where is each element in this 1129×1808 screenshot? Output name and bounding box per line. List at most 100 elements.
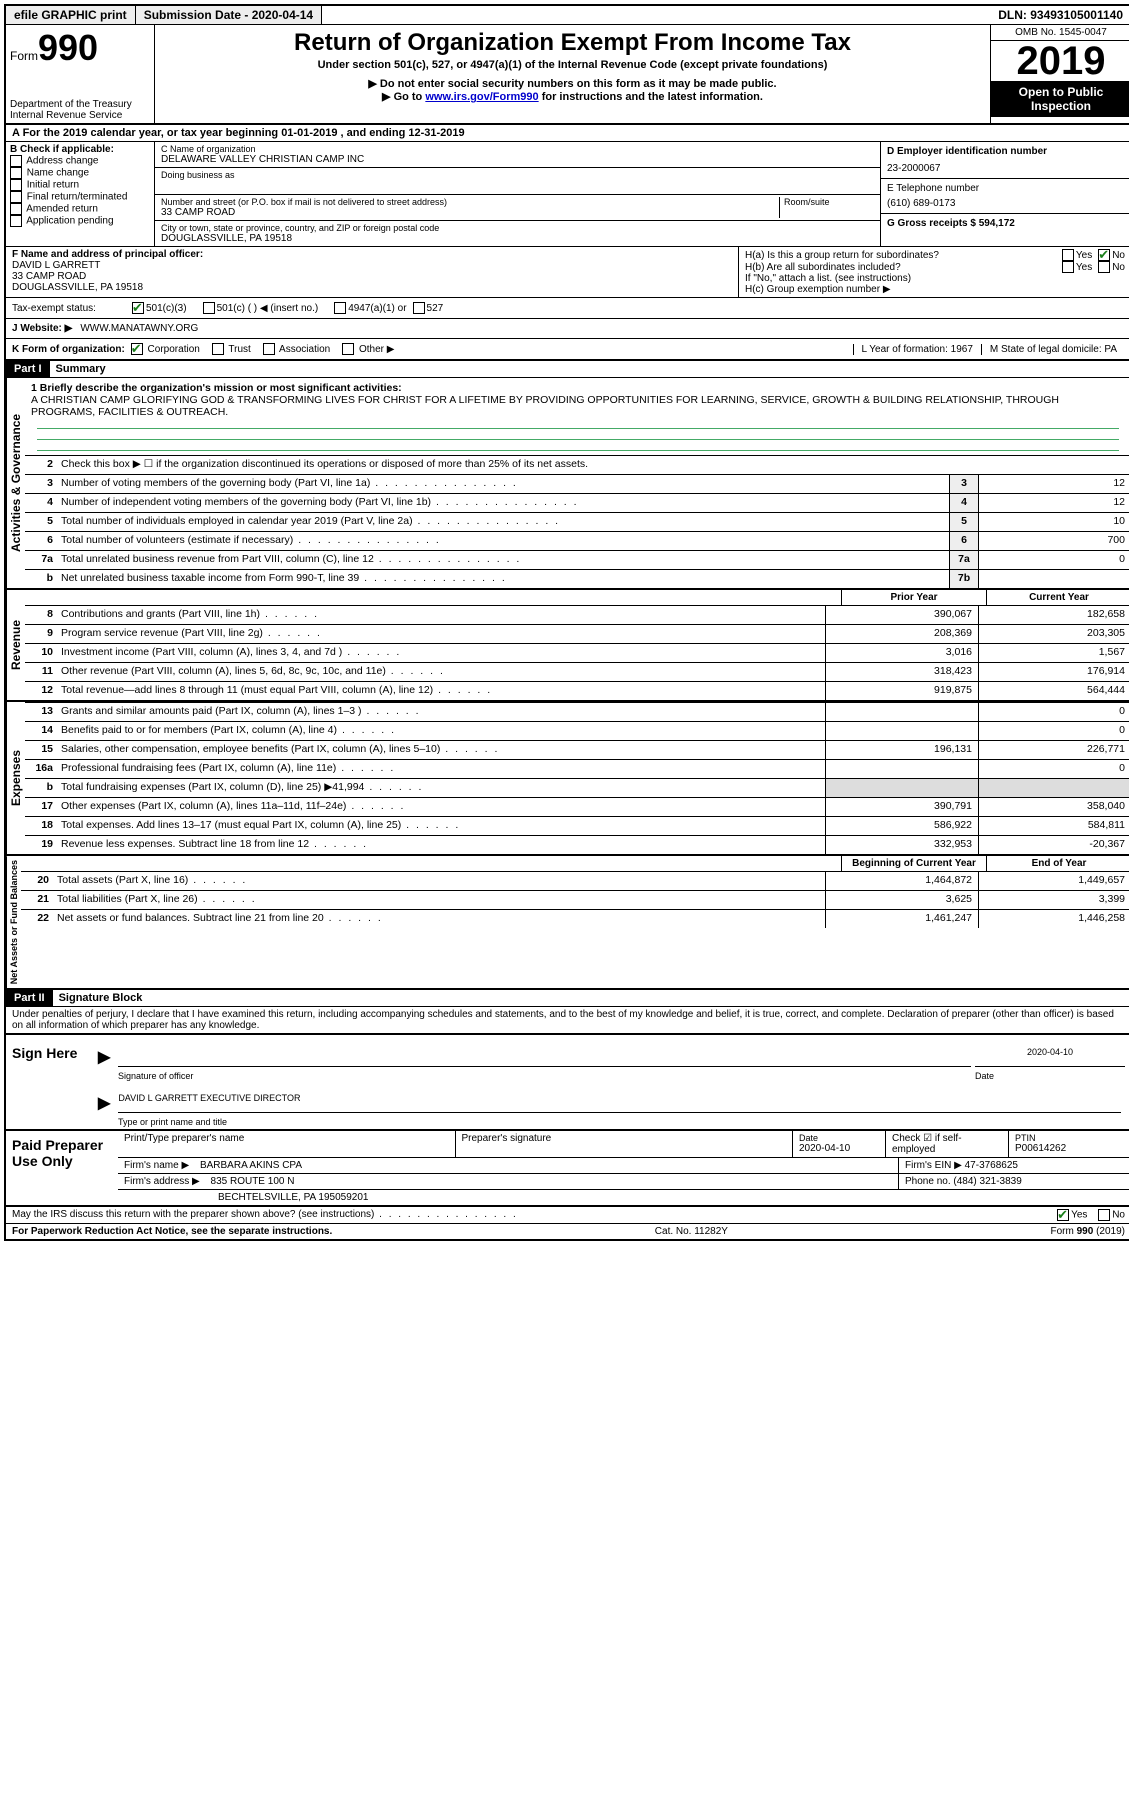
- irs-link[interactable]: www.irs.gov/Form990: [425, 91, 538, 103]
- form-number: 990: [38, 27, 98, 68]
- perjury-declaration: Under penalties of perjury, I declare th…: [6, 1007, 1129, 1033]
- part1-header-row: Part I Summary: [6, 361, 1129, 378]
- dln: DLN: 93493105001140: [990, 6, 1129, 24]
- row-fh: F Name and address of principal officer:…: [6, 247, 1129, 298]
- ein-value: 23-2000067: [887, 163, 1125, 174]
- prior-year-value: 196,131: [825, 741, 978, 759]
- officer-addr1: 33 CAMP ROAD: [12, 271, 732, 282]
- 501c3-label: 501(c)(3): [146, 303, 187, 314]
- part1-title: Summary: [50, 361, 112, 377]
- checkbox[interactable]: [10, 191, 22, 203]
- org-name-label: C Name of organization: [161, 144, 874, 154]
- discuss-yes-checkbox[interactable]: [1057, 1209, 1069, 1221]
- line-num: 16a: [25, 760, 57, 778]
- prior-year-value: [825, 760, 978, 778]
- mission-line: [37, 450, 1119, 451]
- goto-note: ▶ Go to www.irs.gov/Form990 for instruct…: [161, 90, 984, 103]
- cat-no: Cat. No. 11282Y: [655, 1226, 728, 1237]
- korg-checkbox[interactable]: [212, 343, 224, 355]
- prior-year-header: Prior Year: [841, 590, 986, 605]
- net-assets-label: Net Assets or Fund Balances: [6, 856, 21, 988]
- line-desc: Net assets or fund balances. Subtract li…: [53, 910, 825, 928]
- 4947-checkbox[interactable]: [334, 302, 346, 314]
- prior-year-value: 1,461,247: [825, 910, 978, 928]
- org-name: DELAWARE VALLEY CHRISTIAN CAMP INC: [161, 154, 874, 165]
- website-value: WWW.MANATAWNY.ORG: [80, 323, 198, 334]
- firm-addr1: 835 ROUTE 100 N: [211, 1176, 295, 1187]
- firm-addr-label: Firm's address ▶: [124, 1176, 200, 1187]
- checkbox[interactable]: [10, 215, 22, 227]
- submission-date: Submission Date - 2020-04-14: [136, 6, 322, 24]
- hc-label: H(c) Group exemption number ▶: [745, 284, 1125, 295]
- checkbox[interactable]: [10, 203, 22, 215]
- paid-preparer-area: Paid Preparer Use Only Print/Type prepar…: [6, 1131, 1129, 1207]
- revenue-section: Revenue Prior Year Current Year 8Contrib…: [6, 590, 1129, 702]
- efile-print-button[interactable]: efile GRAPHIC print: [6, 6, 136, 24]
- part1-badge: Part I: [6, 361, 50, 377]
- box-b-item: Name change: [10, 167, 150, 179]
- prior-year-value: [825, 722, 978, 740]
- prep-date: 2020-04-10: [799, 1143, 879, 1154]
- box-b-header: B Check if applicable:: [10, 144, 150, 155]
- 501c3-checkbox[interactable]: [132, 302, 144, 314]
- line-num: 12: [25, 682, 57, 700]
- ptin-label: PTIN: [1015, 1133, 1125, 1143]
- line-value: 10: [978, 513, 1129, 531]
- prior-year-value: 3,016: [825, 644, 978, 662]
- line-num: 3: [25, 475, 57, 493]
- line-value: 12: [978, 494, 1129, 512]
- ha-yes-checkbox[interactable]: [1062, 249, 1074, 261]
- prior-year-value: [825, 703, 978, 721]
- discuss-no-checkbox[interactable]: [1098, 1209, 1110, 1221]
- tax-status-label: Tax-exempt status:: [12, 303, 132, 314]
- 4947-label: 4947(a)(1) or: [348, 303, 406, 314]
- checkbox[interactable]: [10, 155, 22, 167]
- ha-no-checkbox[interactable]: [1098, 249, 1110, 261]
- current-year-value: 0: [978, 760, 1129, 778]
- korg-checkbox[interactable]: [263, 343, 275, 355]
- expenses-label: Expenses: [6, 702, 25, 854]
- line-value: 12: [978, 475, 1129, 493]
- goto-pre: ▶ Go to: [382, 91, 425, 103]
- no-label-3: No: [1112, 1210, 1125, 1221]
- data-line-row: 9Program service revenue (Part VIII, lin…: [25, 624, 1129, 643]
- box-b-item: Address change: [10, 155, 150, 167]
- officer-signature-field[interactable]: [118, 1047, 971, 1067]
- 527-checkbox[interactable]: [413, 302, 425, 314]
- prior-year-value: 586,922: [825, 817, 978, 835]
- hb-yes-checkbox[interactable]: [1062, 261, 1074, 273]
- korg-option: Corporation: [131, 344, 200, 355]
- hb-label: H(b) Are all subordinates included?: [745, 262, 1062, 273]
- checkbox[interactable]: [10, 167, 22, 179]
- part2-header-row: Part II Signature Block: [6, 990, 1129, 1007]
- line-desc: Other revenue (Part VIII, column (A), li…: [57, 663, 825, 681]
- discuss-row: May the IRS discuss this return with the…: [6, 1207, 1129, 1224]
- korg-option: Trust: [212, 344, 251, 355]
- data-line-row: 17Other expenses (Part IX, column (A), l…: [25, 797, 1129, 816]
- prior-year-value: 1,464,872: [825, 872, 978, 890]
- year-formation: L Year of formation: 1967: [853, 344, 981, 355]
- korg-checkbox[interactable]: [131, 343, 143, 355]
- box-f: F Name and address of principal officer:…: [6, 247, 739, 297]
- 501c-checkbox[interactable]: [203, 302, 215, 314]
- goto-post: for instructions and the latest informat…: [539, 91, 763, 103]
- data-line-row: 11Other revenue (Part VIII, column (A), …: [25, 662, 1129, 681]
- firm-ein-label: Firm's EIN ▶: [905, 1160, 962, 1171]
- hb-no-checkbox[interactable]: [1098, 261, 1110, 273]
- 501c-label: 501(c) ( ) ◀ (insert no.): [217, 303, 319, 314]
- line-num: 21: [21, 891, 53, 909]
- box-h: H(a) Is this a group return for subordin…: [739, 247, 1129, 297]
- current-year-value: 176,914: [978, 663, 1129, 681]
- form-subtitle: Under section 501(c), 527, or 4947(a)(1)…: [161, 59, 984, 71]
- tax-year: 2019: [991, 41, 1129, 81]
- line-num: 20: [21, 872, 53, 890]
- line-desc: Total fundraising expenses (Part IX, col…: [57, 779, 825, 797]
- line-box: 7a: [949, 551, 978, 569]
- korg-checkbox[interactable]: [342, 343, 354, 355]
- box-b-item: Initial return: [10, 179, 150, 191]
- section-bcdefg: B Check if applicable: Address change Na…: [6, 142, 1129, 247]
- gross-receipts: G Gross receipts $ 594,172: [887, 218, 1125, 229]
- checkbox[interactable]: [10, 179, 22, 191]
- line-desc: Salaries, other compensation, employee b…: [57, 741, 825, 759]
- line-num: 17: [25, 798, 57, 816]
